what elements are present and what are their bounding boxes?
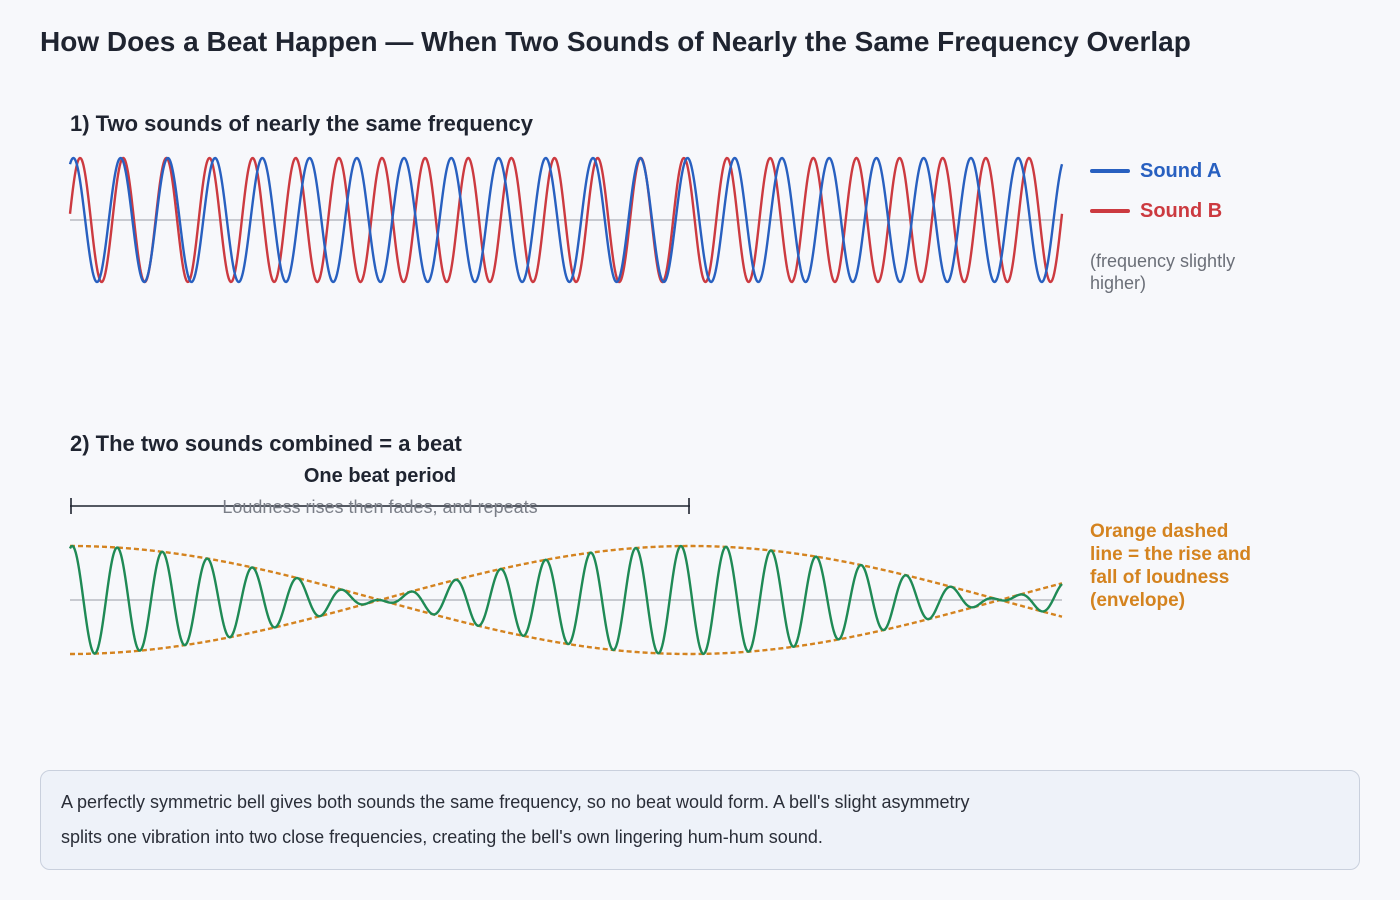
section2-title: 2) The two sounds combined = a beat bbox=[70, 431, 462, 456]
frequency-note: (frequency slightly higher) bbox=[1090, 251, 1236, 293]
legend-label-sound-a: Sound A bbox=[1140, 159, 1222, 182]
beat-period-label: One beat period bbox=[303, 465, 457, 487]
info-note-text: A perfectly symmetric bell gives both so… bbox=[61, 792, 970, 847]
info-note-box: A perfectly symmetric bell gives both so… bbox=[40, 770, 1360, 870]
legend-swatch-sound-a bbox=[1090, 169, 1130, 173]
combined-wave bbox=[68, 544, 1063, 656]
envelope-lower bbox=[70, 544, 1063, 656]
envelope-note: Orange dashed line = the rise and fall o… bbox=[1090, 521, 1252, 611]
sound-b-wave bbox=[68, 156, 1064, 284]
page-title: How Does a Beat Happen — When Two Sounds… bbox=[40, 26, 1191, 57]
legend-label-sound-b: Sound B bbox=[1140, 199, 1223, 222]
legend: Sound A Sound B bbox=[1090, 157, 1390, 237]
section1-title: 1) Two sounds of nearly the same frequen… bbox=[70, 111, 533, 136]
legend-swatch-sound-b bbox=[1090, 209, 1130, 213]
sound-a-wave bbox=[68, 156, 1064, 284]
beat-period-sublabel: Loudness rises then fades, and repeats bbox=[222, 497, 538, 517]
legend-item-sound-a: Sound A bbox=[1090, 157, 1390, 185]
legend-item-sound-b: Sound B bbox=[1090, 197, 1390, 225]
